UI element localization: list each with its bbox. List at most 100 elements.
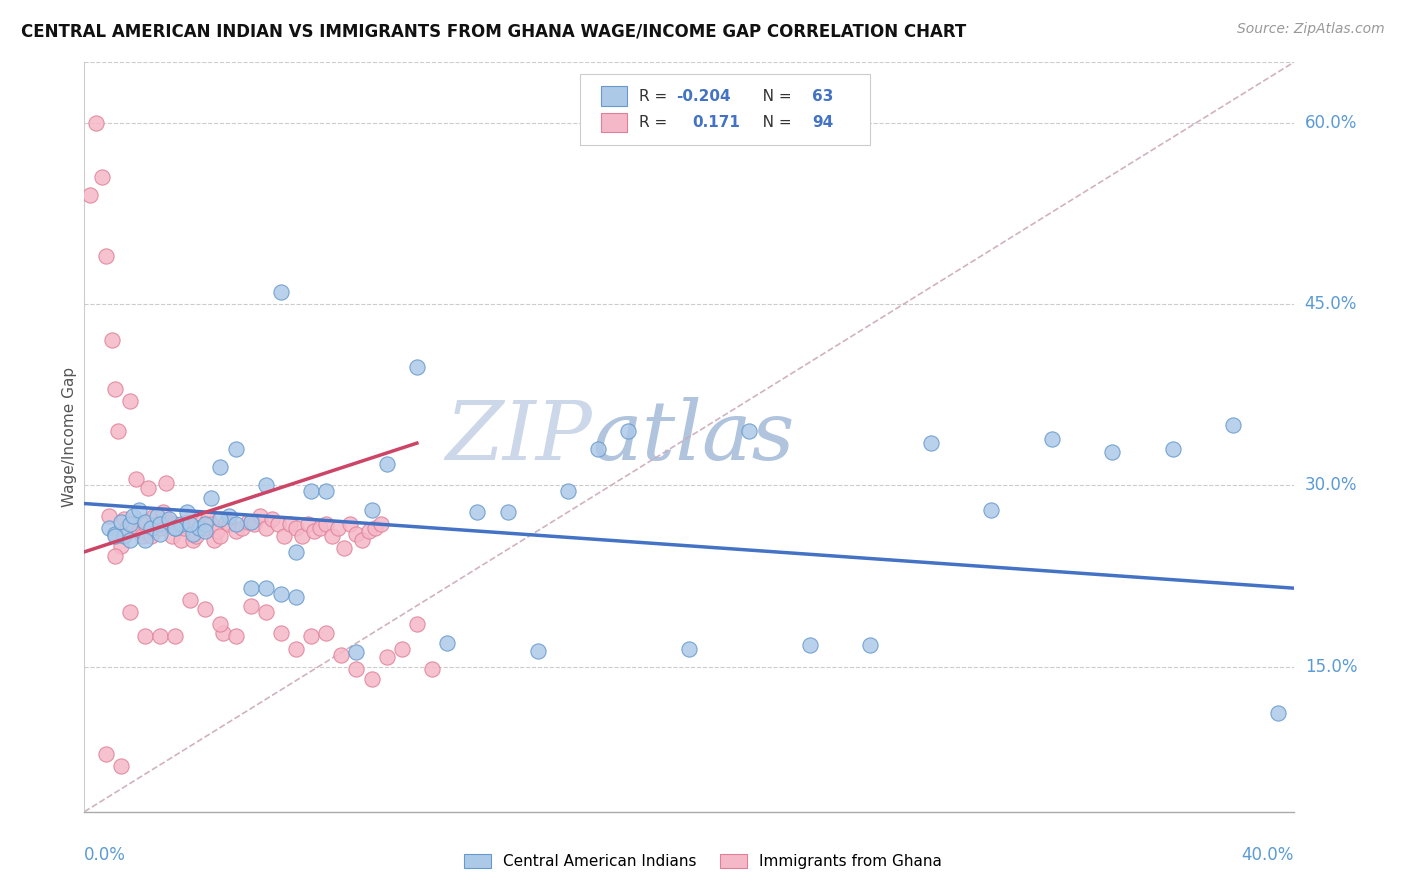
Point	[391, 641, 413, 656]
Point	[125, 472, 148, 486]
Point	[254, 521, 277, 535]
Point	[859, 638, 882, 652]
Point	[270, 625, 292, 640]
Point	[496, 505, 519, 519]
Point	[375, 457, 398, 471]
Text: 40.0%: 40.0%	[1241, 847, 1294, 864]
Point	[134, 533, 156, 547]
Point	[242, 517, 264, 532]
Point	[285, 545, 308, 559]
Point	[110, 539, 132, 553]
Point	[176, 505, 198, 519]
Point	[194, 601, 217, 615]
Point	[179, 517, 201, 532]
Point	[194, 517, 217, 532]
Point	[134, 630, 156, 644]
Text: CENTRAL AMERICAN INDIAN VS IMMIGRANTS FROM GHANA WAGE/INCOME GAP CORRELATION CHA: CENTRAL AMERICAN INDIAN VS IMMIGRANTS FR…	[21, 22, 966, 40]
Point	[231, 521, 253, 535]
Point	[165, 517, 187, 532]
Point	[346, 645, 368, 659]
Point	[134, 515, 156, 529]
Point	[152, 505, 174, 519]
Point	[1161, 442, 1184, 457]
Point	[370, 517, 392, 532]
Point	[218, 517, 240, 532]
Point	[110, 759, 132, 773]
Text: Source: ZipAtlas.com: Source: ZipAtlas.com	[1237, 22, 1385, 37]
Point	[1267, 706, 1289, 720]
Point	[165, 521, 187, 535]
Text: 63: 63	[813, 88, 834, 103]
Point	[121, 517, 143, 532]
Point	[194, 524, 217, 539]
Point	[104, 549, 127, 563]
Point	[209, 460, 232, 475]
Point	[131, 529, 153, 543]
Point	[179, 517, 201, 532]
Point	[165, 630, 187, 644]
Text: R =: R =	[640, 115, 672, 130]
Point	[118, 533, 141, 547]
Y-axis label: Wage/Income Gap: Wage/Income Gap	[62, 367, 77, 508]
Point	[333, 541, 356, 556]
Text: 15.0%: 15.0%	[1305, 657, 1357, 676]
Point	[194, 521, 217, 535]
Point	[157, 515, 180, 529]
Point	[104, 382, 127, 396]
Point	[79, 188, 101, 202]
Point	[179, 593, 201, 607]
Point	[799, 638, 821, 652]
Point	[115, 521, 138, 535]
Point	[215, 515, 238, 529]
Point	[346, 526, 368, 541]
Point	[1222, 417, 1244, 432]
Point	[330, 648, 353, 662]
Point	[225, 524, 247, 539]
Point	[406, 359, 429, 374]
Point	[254, 478, 277, 492]
Point	[207, 524, 229, 539]
Point	[149, 630, 172, 644]
Point	[309, 521, 332, 535]
Point	[157, 512, 180, 526]
Point	[200, 517, 222, 532]
Text: N =: N =	[748, 115, 797, 130]
Point	[112, 529, 135, 543]
Point	[1101, 444, 1123, 458]
Point	[170, 533, 193, 547]
Text: 94: 94	[813, 115, 834, 130]
Point	[186, 529, 208, 543]
Point	[299, 484, 322, 499]
Point	[315, 625, 337, 640]
Point	[239, 515, 262, 529]
Point	[406, 617, 429, 632]
Text: 0.0%: 0.0%	[84, 847, 127, 864]
Text: -0.204: -0.204	[676, 88, 730, 103]
FancyBboxPatch shape	[600, 112, 627, 132]
Point	[225, 442, 247, 457]
Point	[236, 515, 259, 529]
Point	[149, 521, 172, 535]
Point	[188, 521, 211, 535]
Point	[291, 529, 314, 543]
Point	[149, 517, 172, 532]
Point	[100, 334, 122, 348]
Point	[315, 517, 337, 532]
Point	[270, 587, 292, 601]
Point	[285, 641, 308, 656]
Point	[278, 517, 301, 532]
Point	[86, 116, 108, 130]
Point	[420, 662, 443, 676]
Point	[165, 521, 187, 535]
Point	[107, 424, 129, 438]
Point	[436, 635, 458, 649]
Text: ZIP: ZIP	[446, 397, 592, 477]
Point	[254, 605, 277, 619]
Point	[225, 517, 247, 532]
Point	[375, 650, 398, 665]
Point	[920, 436, 942, 450]
Point	[173, 521, 195, 535]
Point	[339, 517, 361, 532]
Point	[299, 630, 322, 644]
Point	[191, 515, 214, 529]
